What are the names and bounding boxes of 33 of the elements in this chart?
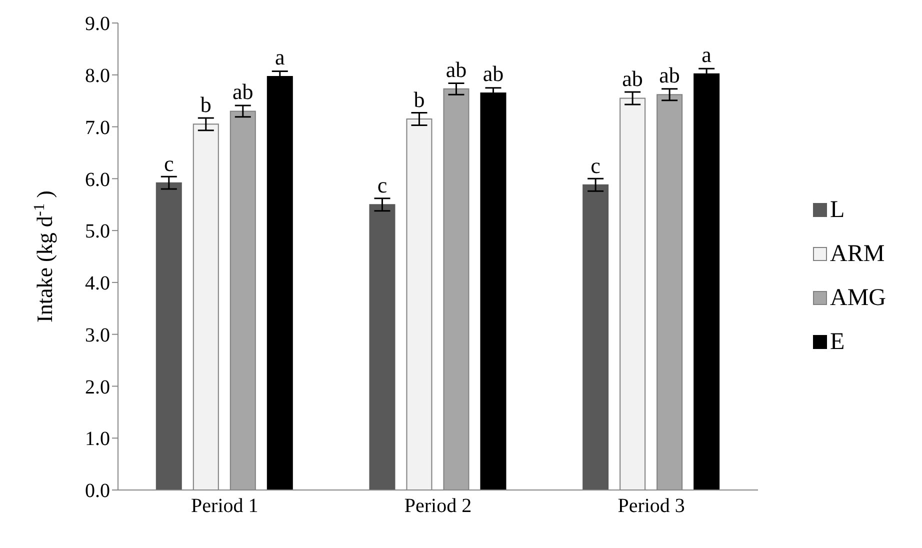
- y-tick-label: 3.0: [85, 324, 110, 346]
- y-tick-label: 0.0: [85, 480, 110, 502]
- bar: [266, 76, 293, 490]
- y-tick-label: 6.0: [85, 168, 110, 191]
- data-label: c: [164, 150, 174, 176]
- legend-label: AMG: [830, 284, 886, 313]
- y-tick-label: 1.0: [85, 428, 110, 450]
- legend-label: E: [830, 328, 845, 357]
- bar: [369, 204, 396, 490]
- data-label: ab: [232, 79, 254, 104]
- data-label: a: [275, 44, 286, 70]
- data-label: ab: [482, 61, 504, 86]
- y-tick-label: 8.0: [85, 64, 110, 87]
- x-tick-label: Period 3: [618, 495, 685, 518]
- y-tick-label: 5.0: [85, 220, 110, 243]
- bar: [582, 184, 609, 490]
- y-tick-label: 2.0: [85, 376, 110, 398]
- data-label: c: [590, 152, 601, 178]
- data-label: ab: [446, 56, 467, 82]
- data-label: b: [414, 86, 425, 112]
- data-label: b: [200, 92, 212, 118]
- y-tick-label: 4.0: [85, 272, 110, 295]
- legend-label: L: [830, 196, 845, 225]
- y-tick-label: 7.0: [85, 116, 110, 139]
- x-tick-label: Period 1: [191, 495, 258, 518]
- data-label: c: [377, 172, 388, 198]
- data-label: a: [702, 42, 712, 67]
- x-tick-label: Period 2: [404, 495, 472, 518]
- bar: [156, 182, 182, 490]
- data-label: ab: [659, 62, 680, 88]
- legend-label: ARM: [830, 240, 885, 269]
- y-tick-label: 9.0: [85, 13, 110, 36]
- data-label: ab: [622, 66, 643, 92]
